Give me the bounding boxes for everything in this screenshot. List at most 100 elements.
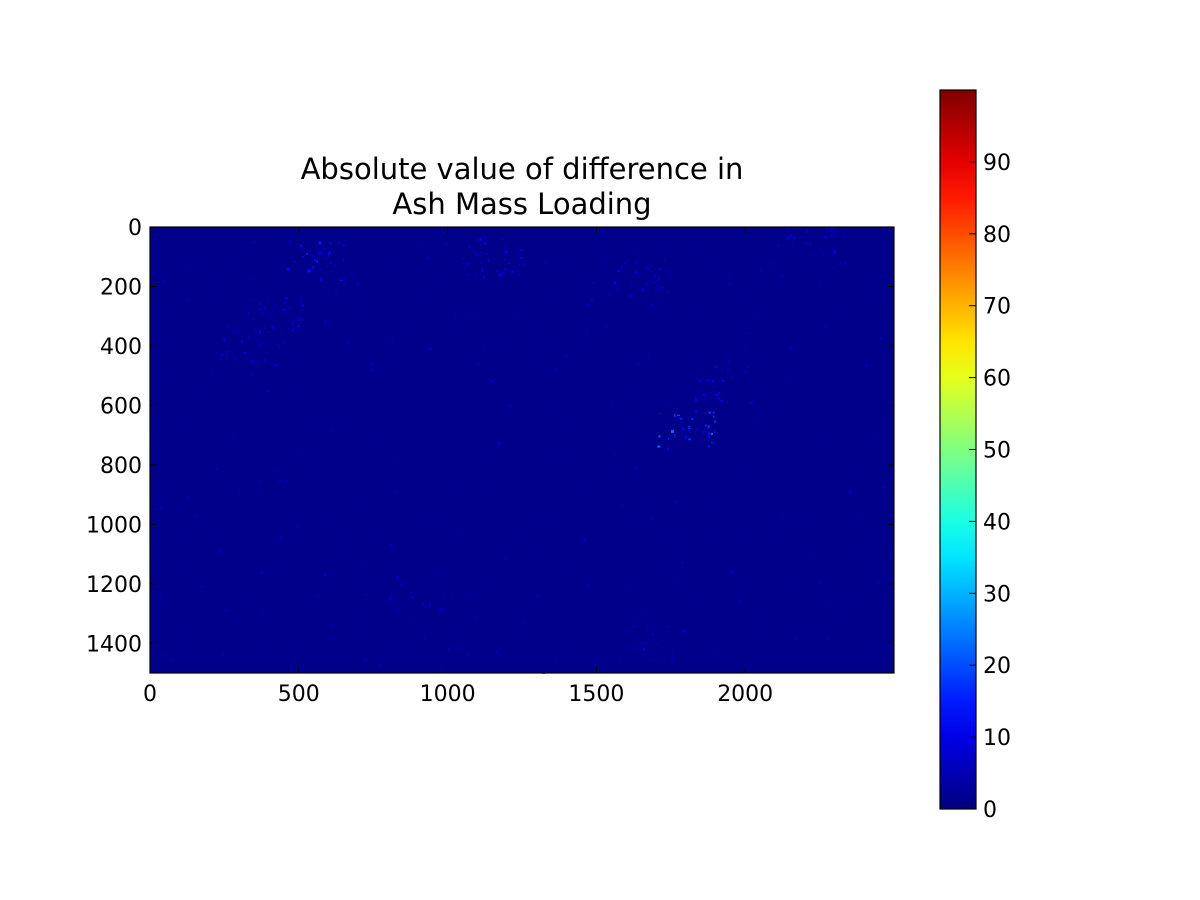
heatmap-feature-cell xyxy=(634,269,637,272)
heatmap-feature-cell xyxy=(337,269,339,272)
heatmap-feature-cell xyxy=(245,344,247,347)
heatmap-speckle xyxy=(647,264,651,267)
heatmap-feature-cell xyxy=(479,262,482,265)
heatmap-speckle xyxy=(526,344,529,348)
heatmap-speckle xyxy=(707,287,709,289)
heatmap-speckle xyxy=(719,327,721,329)
heatmap-speckle xyxy=(316,591,318,593)
heatmap-feature-cell xyxy=(392,601,395,603)
heatmap-speckle xyxy=(363,616,365,620)
heatmap-speckle xyxy=(341,657,345,659)
heatmap-feature-cell xyxy=(316,242,318,244)
heatmap-feature-cell xyxy=(616,286,620,290)
colorbar-tick-label: 40 xyxy=(983,510,1011,535)
heatmap-feature-cell xyxy=(685,436,688,439)
heatmap-feature-cell xyxy=(805,227,807,231)
heatmap-speckle xyxy=(829,377,832,380)
heatmap-speckle xyxy=(429,348,433,351)
chart-title-line-2: Ash Mass Loading xyxy=(392,187,652,221)
heatmap-speckle xyxy=(643,536,645,540)
heatmap-feature-cell xyxy=(248,335,250,339)
heatmap-speckle xyxy=(753,356,756,359)
heatmap-speckle xyxy=(840,354,842,356)
heatmap-speckle xyxy=(855,280,857,283)
heatmap-feature-cell xyxy=(270,363,272,366)
heatmap-speckle xyxy=(447,413,450,415)
heatmap-speckle xyxy=(327,290,331,293)
heatmap-feature-cell xyxy=(480,245,483,248)
heatmap-feature-cell xyxy=(465,274,469,276)
heatmap-speckle xyxy=(783,377,786,380)
heatmap-feature-cell xyxy=(318,241,322,245)
heatmap-speckle xyxy=(398,499,401,502)
heatmap-speckle xyxy=(424,300,427,304)
heatmap-speckle xyxy=(862,393,865,395)
heatmap-speckle xyxy=(873,436,876,440)
heatmap-speckle xyxy=(284,342,287,345)
heatmap-feature-cell xyxy=(826,227,830,229)
heatmap-speckle xyxy=(162,280,165,284)
heatmap-feature-cell xyxy=(441,608,444,611)
heatmap-feature-cell xyxy=(705,412,707,414)
heatmap-feature-cell xyxy=(717,392,720,395)
heatmap-speckle xyxy=(865,290,867,293)
heatmap-speckle xyxy=(151,438,153,441)
heatmap-speckle xyxy=(789,248,792,250)
heatmap-feature-cell xyxy=(324,257,327,260)
heatmap-speckle xyxy=(297,668,301,671)
heatmap-speckle xyxy=(166,349,170,352)
heatmap-feature-cell xyxy=(424,606,427,609)
heatmap-speckle xyxy=(475,548,478,552)
heatmap-feature-cell xyxy=(302,256,305,258)
heatmap-feature-cell xyxy=(299,317,301,320)
heatmap-feature-cell xyxy=(483,276,486,280)
heatmap-speckle xyxy=(476,427,478,430)
heatmap-speckle xyxy=(310,626,312,630)
heatmap-speckle xyxy=(657,248,660,251)
heatmap-speckle xyxy=(444,243,448,246)
heatmap-speckle xyxy=(335,292,338,296)
heatmap-speckle xyxy=(596,309,599,312)
heatmap-speckle xyxy=(494,511,496,515)
heatmap-speckle xyxy=(799,361,802,363)
heatmap-feature-cell xyxy=(702,431,705,434)
heatmap-feature-cell xyxy=(477,253,481,255)
heatmap-feature-cell xyxy=(670,285,673,287)
heatmap-speckle xyxy=(846,575,849,577)
heatmap-feature-cell xyxy=(667,447,669,451)
heatmap-feature-cell xyxy=(259,342,263,346)
heatmap-speckle xyxy=(871,295,873,298)
heatmap-speckle xyxy=(284,479,288,482)
heatmap-speckle xyxy=(634,414,638,418)
heatmap-speckle xyxy=(451,326,455,330)
heatmap-speckle xyxy=(781,516,784,520)
heatmap-feature-cell xyxy=(708,432,711,435)
heatmap-speckle xyxy=(491,380,495,384)
heatmap-speckle xyxy=(817,598,819,600)
heatmap-feature-cell xyxy=(335,264,337,268)
heatmap-speckle xyxy=(758,317,761,321)
heatmap-speckle xyxy=(731,370,734,373)
heatmap-feature-cell xyxy=(284,294,286,297)
heatmap-feature-cell xyxy=(630,277,633,280)
heatmap-speckle xyxy=(872,558,876,561)
heatmap-feature-cell xyxy=(688,438,692,441)
heatmap-feature-cell xyxy=(674,434,676,437)
heatmap-feature-cell xyxy=(731,375,733,377)
heatmap-feature-cell xyxy=(816,244,819,247)
heatmap-speckle xyxy=(675,580,678,583)
colorbar-tick-label: 20 xyxy=(983,654,1011,679)
heatmap-feature-cell xyxy=(388,597,392,601)
heatmap-speckle xyxy=(470,313,472,317)
heatmap-speckle xyxy=(853,469,856,472)
heatmap-speckle xyxy=(728,499,730,502)
heatmap-background xyxy=(150,227,894,673)
heatmap-feature-cell xyxy=(832,231,836,235)
heatmap-speckle xyxy=(522,531,524,534)
heatmap-speckle xyxy=(848,490,852,494)
heatmap-speckle xyxy=(789,290,791,293)
heatmap-speckle xyxy=(305,398,307,401)
heatmap-feature-cell xyxy=(396,582,399,585)
heatmap-speckle xyxy=(214,352,218,354)
heatmap-feature-cell xyxy=(306,267,309,270)
